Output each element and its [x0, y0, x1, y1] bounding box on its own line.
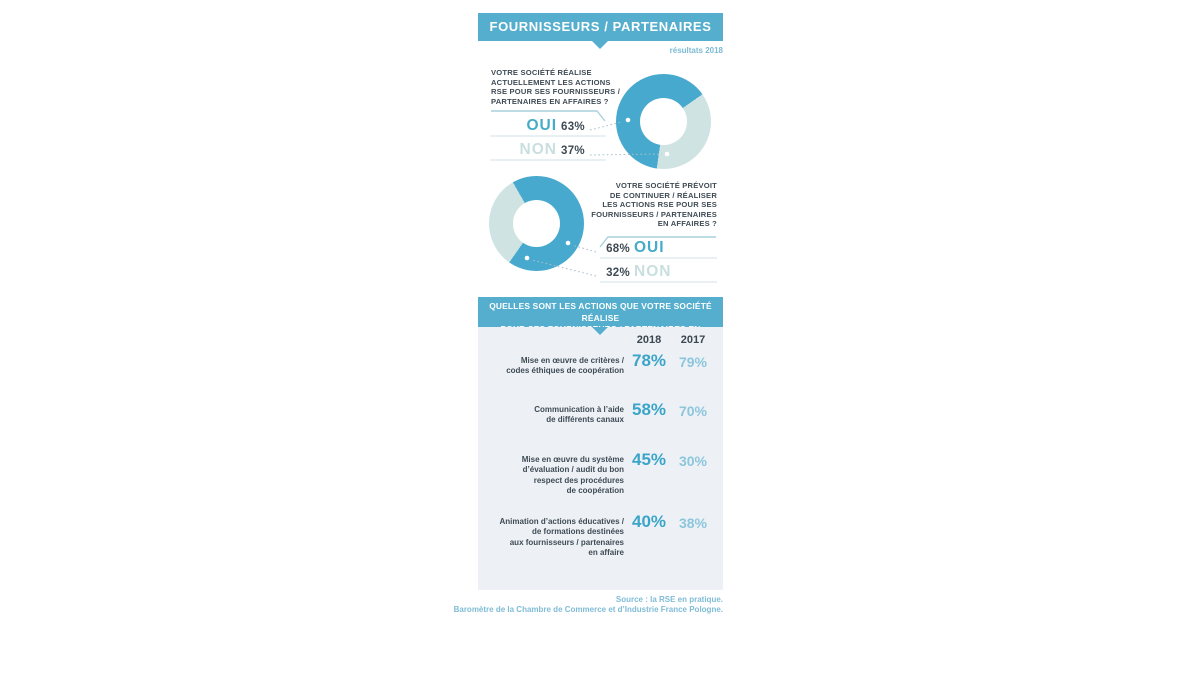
- action-row-label: Mise en œuvre du système d’évaluation / …: [521, 455, 624, 496]
- title-banner: FOURNISSEURS / PARTENAIRES: [478, 13, 723, 41]
- action-row-label: Animation d’actions éducatives / de form…: [499, 517, 624, 558]
- q2-non-label: NON: [634, 263, 672, 280]
- action-row-value-2018: 45%: [631, 450, 667, 469]
- action-row-value-2018: 40%: [631, 512, 667, 531]
- q1-oui-value: 63%: [561, 121, 585, 133]
- action-row-value-2017: 38%: [678, 515, 708, 531]
- q1-non-label: NON: [519, 141, 557, 158]
- q1-oui-label: OUI: [526, 117, 557, 134]
- q2-oui-label: OUI: [634, 239, 665, 256]
- actions-banner: QUELLES SONT LES ACTIONS QUE VOTRE SOCIÉ…: [478, 297, 723, 346]
- page-title: FOURNISSEURS / PARTENAIRES: [489, 19, 712, 34]
- source-note: Source : la RSE en pratique. Baromètre d…: [453, 595, 723, 614]
- column-header-2018: 2018: [636, 334, 662, 346]
- results-subtitle: résultats 2018: [669, 46, 723, 55]
- action-row-value-2017: 79%: [678, 354, 708, 370]
- banner-tail-icon: [592, 41, 608, 49]
- actions-panel-background: [478, 327, 723, 590]
- q2-non-value: 32%: [606, 267, 630, 279]
- action-row-value-2018: 78%: [631, 351, 667, 370]
- action-row-value-2017: 30%: [678, 453, 708, 469]
- action-row-value-2018: 58%: [631, 400, 667, 419]
- donut-chart-q2: [489, 176, 584, 271]
- action-row-value-2017: 70%: [678, 403, 708, 419]
- q2-oui-value: 68%: [606, 243, 630, 255]
- column-header-2017: 2017: [680, 334, 706, 346]
- donut-chart-q1: [616, 74, 711, 169]
- action-row-label: Communication à l’aide de différents can…: [534, 405, 624, 425]
- action-row-label: Mise en œuvre de critères / codes éthiqu…: [506, 356, 624, 376]
- question-1-text: VOTRE SOCIÉTÉ RÉALISE ACTUELLEMENT LES A…: [491, 68, 621, 106]
- q1-non-value: 37%: [561, 145, 585, 157]
- banner-tail-icon: [592, 327, 608, 335]
- question-2-text: VOTRE SOCIÉTÉ PRÉVOIT DE CONTINUER / RÉA…: [591, 181, 717, 229]
